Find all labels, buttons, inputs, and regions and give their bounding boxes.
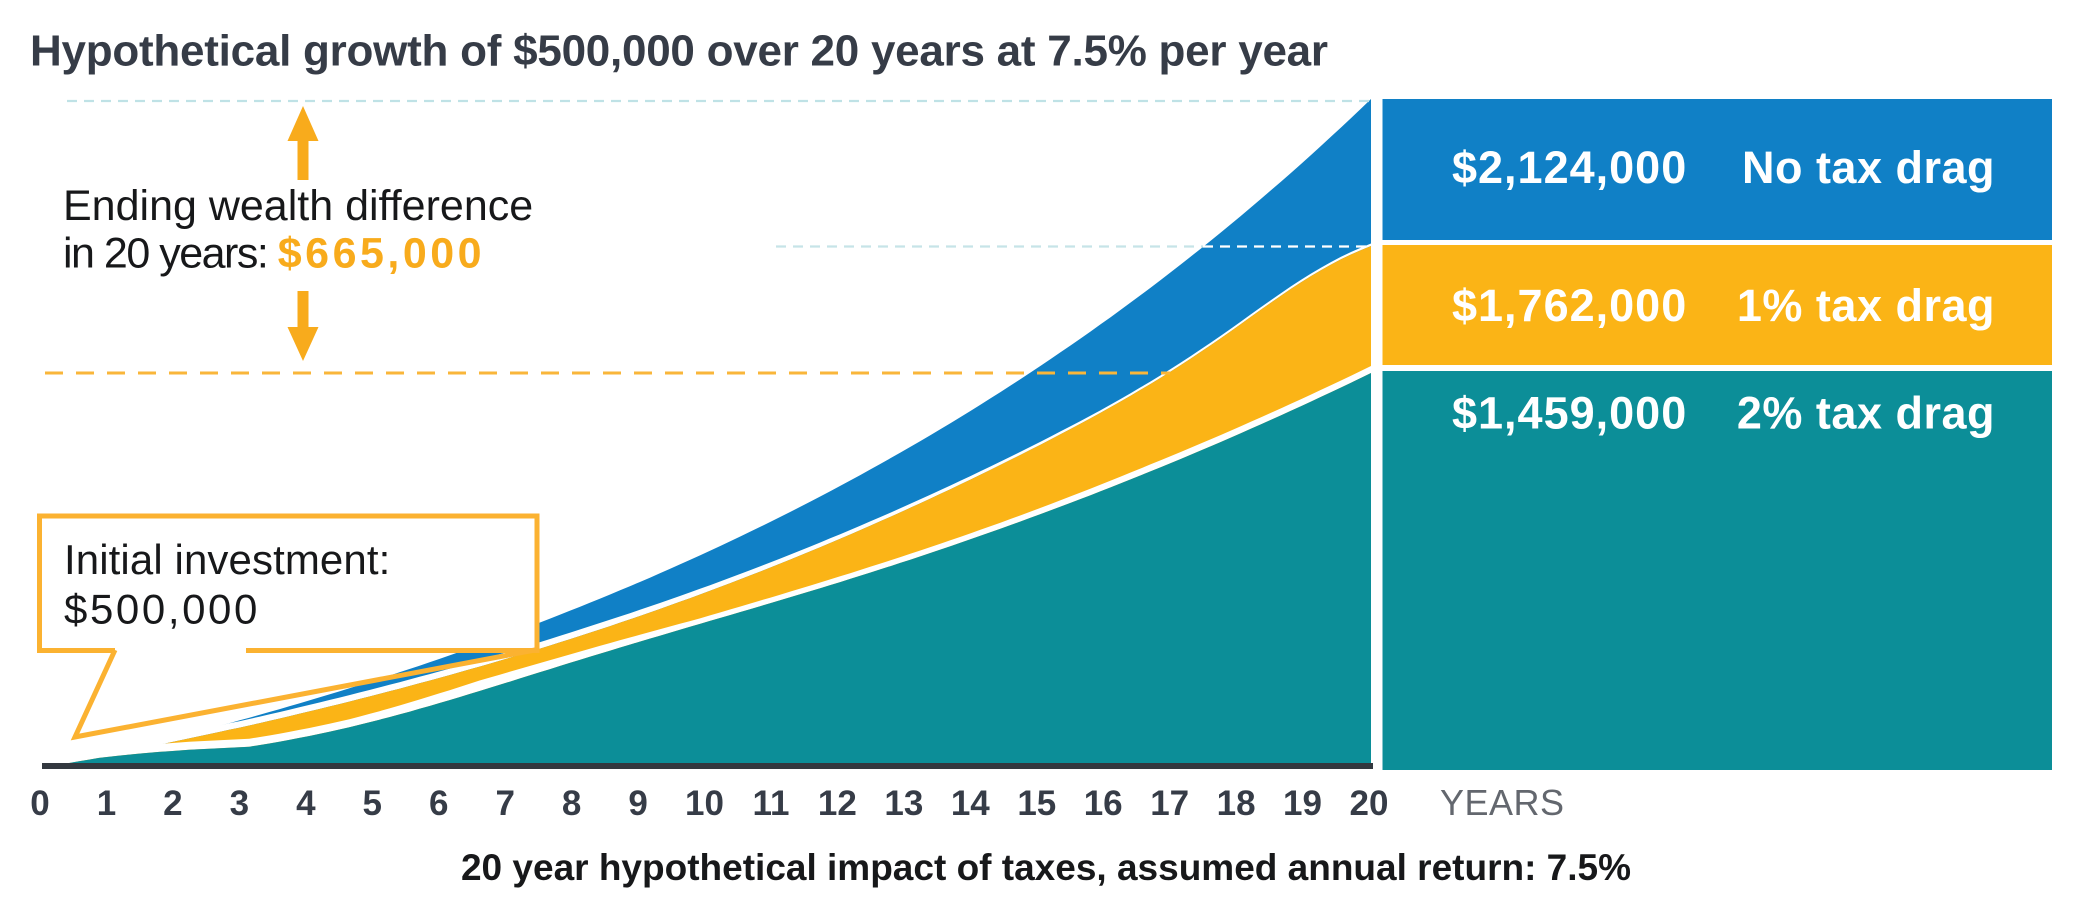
svg-text:7: 7 [495,784,514,823]
svg-text:13: 13 [884,784,923,823]
svg-text:6: 6 [429,784,448,823]
svg-text:16: 16 [1084,784,1123,823]
svg-text:10: 10 [685,784,724,823]
svg-text:5: 5 [362,784,381,823]
svg-text:$1,459,000: $1,459,000 [1452,388,1687,439]
svg-text:Hypothetical growth of $500,00: Hypothetical growth of $500,000 over 20 … [30,27,1328,76]
svg-text:Ending wealth difference: Ending wealth difference [63,182,533,230]
svg-text:9: 9 [628,784,647,823]
svg-text:in 20 years: $665,000: in 20 years: $665,000 [63,230,485,278]
svg-text:1: 1 [97,784,116,823]
svg-text:4: 4 [296,784,316,823]
svg-text:2% tax drag: 2% tax drag [1737,388,1995,439]
svg-text:12: 12 [818,784,857,823]
svg-text:YEARS: YEARS [1440,782,1565,823]
svg-text:15: 15 [1017,784,1056,823]
svg-text:19: 19 [1283,784,1322,823]
svg-text:1% tax drag: 1% tax drag [1737,280,1995,331]
svg-text:20 year hypothetical impact of: 20 year hypothetical impact of taxes, as… [461,847,1631,888]
svg-text:18: 18 [1217,784,1256,823]
svg-text:11: 11 [753,784,790,823]
svg-text:14: 14 [951,784,990,823]
svg-text:Initial investment:: Initial investment: [64,536,390,583]
svg-text:3: 3 [230,784,249,823]
svg-text:17: 17 [1150,784,1189,823]
svg-text:No tax drag: No tax drag [1742,142,1995,193]
svg-text:2: 2 [163,784,182,823]
svg-text:20: 20 [1350,784,1389,823]
svg-text:0: 0 [30,784,49,823]
svg-text:$500,000: $500,000 [64,586,260,633]
svg-text:$1,762,000: $1,762,000 [1452,280,1687,331]
svg-text:8: 8 [562,784,581,823]
svg-text:$2,124,000: $2,124,000 [1452,142,1687,193]
